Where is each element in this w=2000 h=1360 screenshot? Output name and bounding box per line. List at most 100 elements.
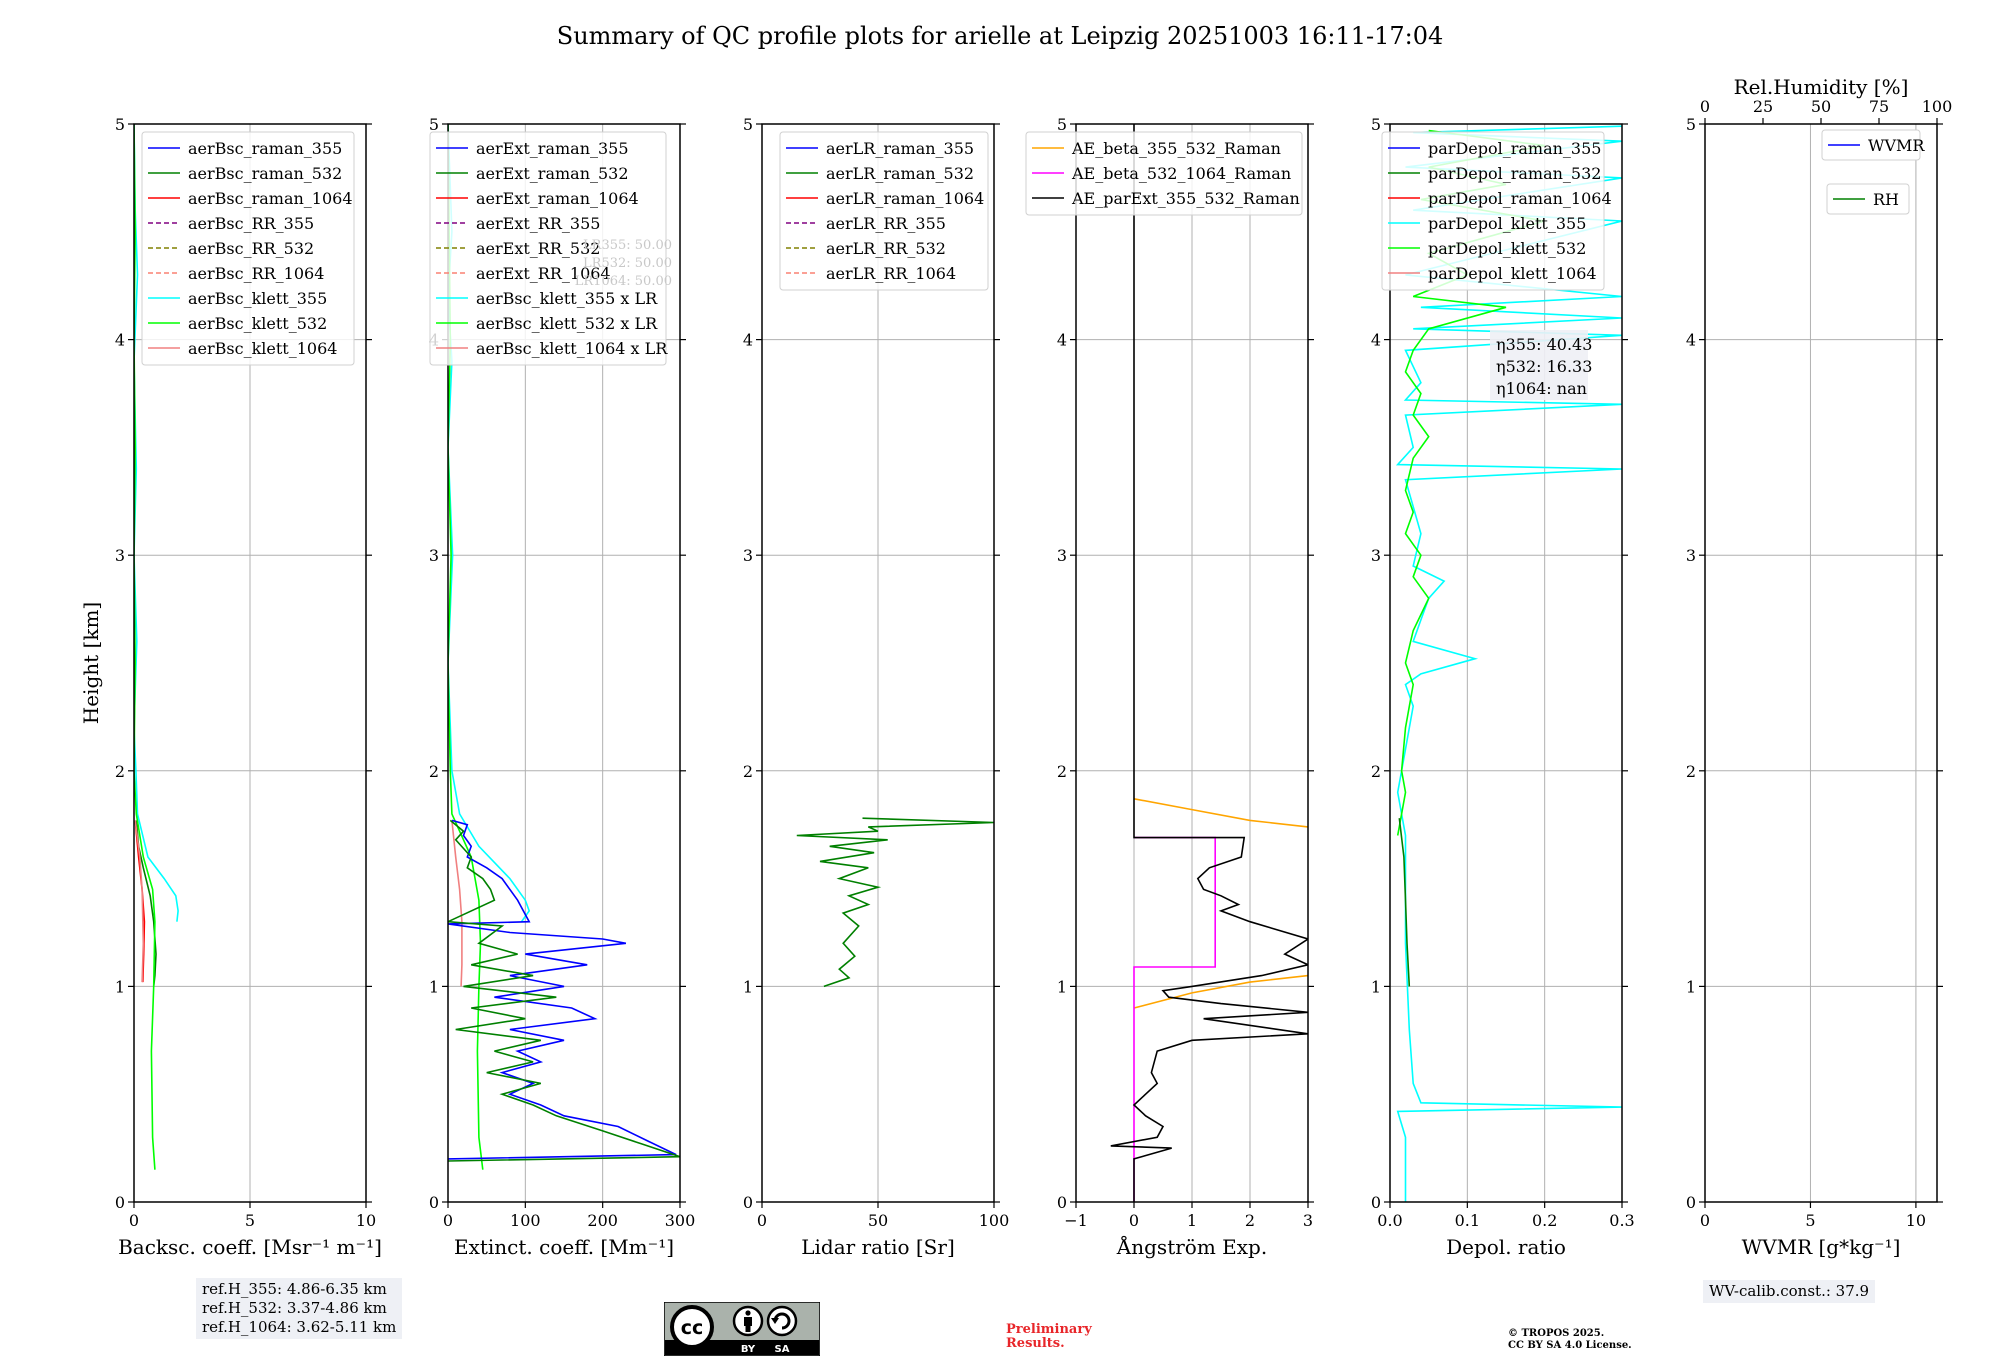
legend-label: aerExt_raman_532 (476, 164, 629, 183)
legend-label: aerBsc_klett_355 x LR (476, 289, 658, 308)
legend-label: parDepol_klett_1064 (1428, 264, 1597, 283)
legend-label: parDepol_raman_532 (1428, 164, 1601, 183)
legend-bsc: aerBsc_raman_355 aerBsc_raman_532 aerBsc_r… (141, 131, 355, 366)
x-tick-label: 0 (1700, 1211, 1710, 1230)
x-axis-label: WVMR [g*kg⁻¹] (1742, 1235, 1901, 1259)
series-aerLR_raman_532 (796, 817, 994, 988)
ref-height-box: ref.H_355: 4.86-6.35 km ref.H_532: 3.37-… (196, 1278, 403, 1339)
axes-frame (447, 123, 681, 1203)
legend-depol: parDepol_raman_355 parDepol_raman_532 parD… (1381, 131, 1612, 291)
legend-label: AE_beta_355_532_Raman (1071, 139, 1281, 158)
preliminary-line-2: Results. (1006, 1336, 1065, 1351)
legend-label: aerLR_raman_355 (826, 139, 974, 158)
figure-title: Summary of QC profile plots for arielle … (557, 22, 1443, 50)
axes-frame (133, 123, 367, 1203)
wv-calib-box: WV-calib.const.: 37.9 (1703, 1280, 1876, 1303)
top-tick-label: 0 (1700, 97, 1710, 116)
legend-label: aerBsc_raman_1064 (188, 189, 353, 208)
legend-label: aerExt_RR_532 (476, 239, 600, 258)
legend-ae: AE_beta_355_532_Raman AE_beta_532_1064_Ra… (1025, 131, 1303, 216)
x-tick-label: 10 (356, 1211, 376, 1230)
x-axis-label: Ångström Exp. (1116, 1234, 1267, 1259)
legend-label: aerBsc_klett_355 (188, 289, 327, 308)
legend-label: AE_parExt_355_532_Raman (1071, 189, 1300, 208)
series-aerBsc_klett_1064 x LR (451, 820, 463, 987)
x-tick-label: 2 (1245, 1211, 1255, 1230)
series-parDepol_raman_532 (1398, 818, 1411, 987)
legend-label: aerBsc_RR_1064 (188, 264, 324, 283)
legend-box (779, 131, 989, 291)
y-tick-label: 2 (1057, 762, 1067, 781)
top-tick-label: 25 (1753, 97, 1773, 116)
axes-frame (1704, 123, 1938, 1203)
copyright-line-2: CC BY SA 4.0 License. (1508, 1340, 1632, 1351)
legend-box (429, 131, 667, 366)
legend-label: parDepol_raman_1064 (1428, 189, 1612, 208)
y-tick-label: 0 (429, 1193, 439, 1212)
panel-bsc: 0 5 10 0 1 2 3 4 5 Backsc. coeff. [Msr⁻¹ m⁻¹] Heig… (79, 115, 382, 1259)
y-tick-label: 1 (429, 977, 439, 996)
legend-label: aerExt_RR_1064 (476, 264, 611, 283)
axes-frame (1075, 123, 1309, 1203)
legend-ext: aerExt_raman_355 aerExt_raman_532 aerExt_r… (429, 131, 668, 366)
legend-label: aerBsc_klett_1064 x LR (476, 339, 668, 358)
ref-height-1064: ref.H_1064: 3.62-5.11 km (202, 1318, 397, 1336)
series-aerBsc_klett_1064 (134, 820, 145, 983)
axes-frame (761, 123, 995, 1203)
copyright-line-1: © TROPOS 2025. (1508, 1328, 1605, 1339)
x-tick-label: 200 (587, 1211, 618, 1230)
copyright-note: © TROPOS 2025. CC BY SA 4.0 License. (1508, 1328, 1632, 1352)
y-tick-label: 3 (429, 546, 439, 565)
y-tick-label: 5 (115, 115, 125, 134)
panel-depol: 0.0 0.1 0.2 0.3 0 1 2 3 4 5 Depol. ratio parDepol_r… (1371, 115, 1635, 1259)
x-tick-label: 300 (665, 1211, 696, 1230)
legend-label: parDepol_klett_532 (1428, 239, 1586, 258)
y-tick-label: 4 (115, 331, 125, 350)
x-tick-label: 0.1 (1455, 1211, 1480, 1230)
y-tick-label: 4 (1686, 331, 1696, 350)
y-tick-label: 3 (743, 546, 753, 565)
y-tick-label: 3 (1686, 546, 1696, 565)
legend-RH: RH (1826, 183, 1910, 215)
legend-box (141, 131, 355, 366)
x-tick-label: 0.3 (1609, 1211, 1634, 1230)
legend-label: aerExt_raman_1064 (476, 189, 639, 208)
top-tick-label: 100 (1922, 97, 1953, 116)
eta-annotation: η532: 16.33 (1496, 357, 1592, 376)
by-label: BY (741, 1344, 756, 1355)
x-tick-label: 0.0 (1377, 1211, 1402, 1230)
legend-box (1025, 131, 1303, 216)
x-tick-label: 10 (1906, 1211, 1926, 1230)
y-tick-label: 2 (1686, 762, 1696, 781)
x-tick-label: 0 (443, 1211, 453, 1230)
x-tick-label: 100 (510, 1211, 541, 1230)
legend-label: WVMR (1868, 136, 1925, 155)
legend-box (1821, 129, 1921, 161)
y-tick-label: 0 (1686, 1193, 1696, 1212)
y-tick-label: 4 (1057, 331, 1067, 350)
cc-by-sa-badge: cc BY SA (664, 1302, 820, 1356)
top-tick-label: 75 (1869, 97, 1889, 116)
series-aerExt_raman_532 (448, 819, 680, 1162)
legend-lr: aerLR_raman_355 aerLR_raman_532 aerLR_rama… (779, 131, 989, 291)
y-tick-label: 5 (1371, 115, 1381, 134)
x-tick-label: 0.2 (1532, 1211, 1557, 1230)
sa-label: SA (775, 1344, 790, 1355)
legend-label: parDepol_raman_355 (1428, 139, 1601, 158)
x-axis-label: Lidar ratio [Sr] (801, 1235, 955, 1259)
legend-label: aerExt_RR_355 (476, 214, 600, 233)
y-tick-label: 3 (1371, 546, 1381, 565)
y-tick-label: 0 (1371, 1193, 1381, 1212)
legend-label: aerBsc_klett_532 x LR (476, 314, 658, 333)
y-tick-label: 2 (429, 762, 439, 781)
sa-share-icon (766, 1305, 798, 1337)
panel-ext: 0100200300012345Extinct. coeff. [Mm⁻¹]ae… (429, 115, 695, 1259)
axes-frame (1389, 123, 1623, 1203)
y-tick-label: 2 (115, 762, 125, 781)
x-tick-label: −1 (1064, 1211, 1088, 1230)
y-tick-label: 2 (1371, 762, 1381, 781)
preliminary-note: Preliminary Results. (1006, 1323, 1092, 1351)
x-tick-label: 100 (979, 1211, 1010, 1230)
cc-icon (670, 1305, 714, 1349)
